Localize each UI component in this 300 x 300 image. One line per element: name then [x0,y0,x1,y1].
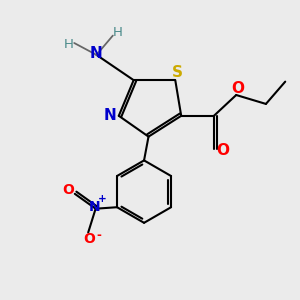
Text: N: N [89,46,102,61]
Text: +: + [98,194,106,204]
Text: N: N [89,200,101,214]
Text: H: H [112,26,122,39]
Text: O: O [62,183,74,197]
Text: O: O [84,232,96,246]
Text: N: N [103,108,116,123]
Text: S: S [172,65,183,80]
Text: H: H [64,38,74,51]
Text: O: O [231,81,244,96]
Text: O: O [216,142,229,158]
Text: -: - [96,229,101,242]
